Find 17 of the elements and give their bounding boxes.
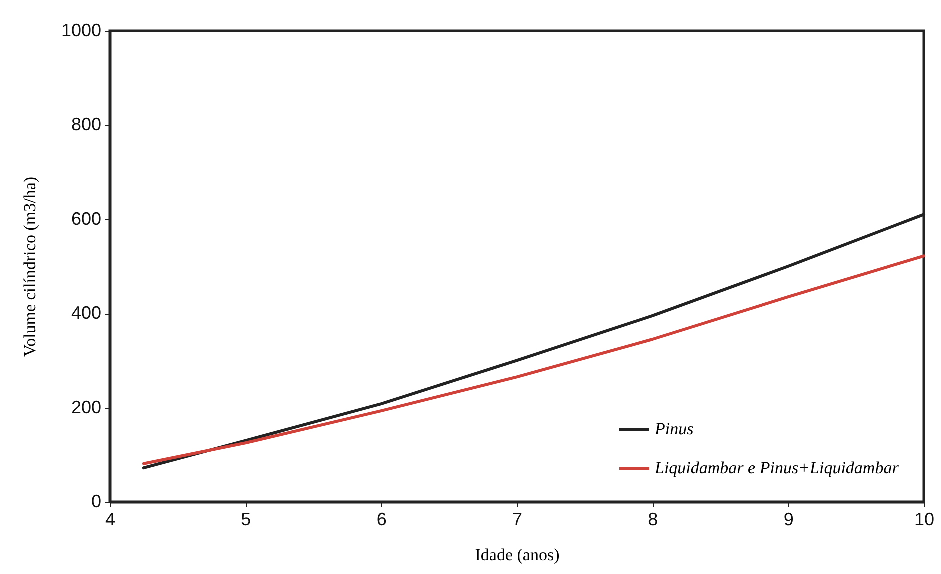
x-tick-label: 9 — [784, 510, 794, 530]
x-tick-label: 8 — [648, 510, 658, 530]
x-axis-title: Idade (anos) — [475, 546, 560, 564]
x-tick-label: 10 — [914, 510, 935, 530]
x-tick-label: 5 — [241, 510, 252, 530]
legend-label: Liquidambar e Pinus+Liquidambar — [654, 458, 900, 478]
y-axis-title: Volume cilíndrico (m3/ha) — [20, 176, 40, 358]
y-tick-label: 400 — [71, 303, 102, 324]
y-tick-label: 1000 — [61, 20, 102, 40]
x-tick-label: 4 — [105, 510, 116, 530]
y-tick-label: 600 — [71, 208, 102, 229]
x-tick-label: 6 — [376, 510, 387, 530]
y-tick-label: 0 — [91, 492, 102, 512]
y-tick-label: 200 — [71, 397, 102, 418]
y-tick-label: 800 — [71, 114, 102, 135]
x-tick-label: 7 — [512, 510, 523, 530]
legend-label: Pinus — [654, 420, 694, 438]
